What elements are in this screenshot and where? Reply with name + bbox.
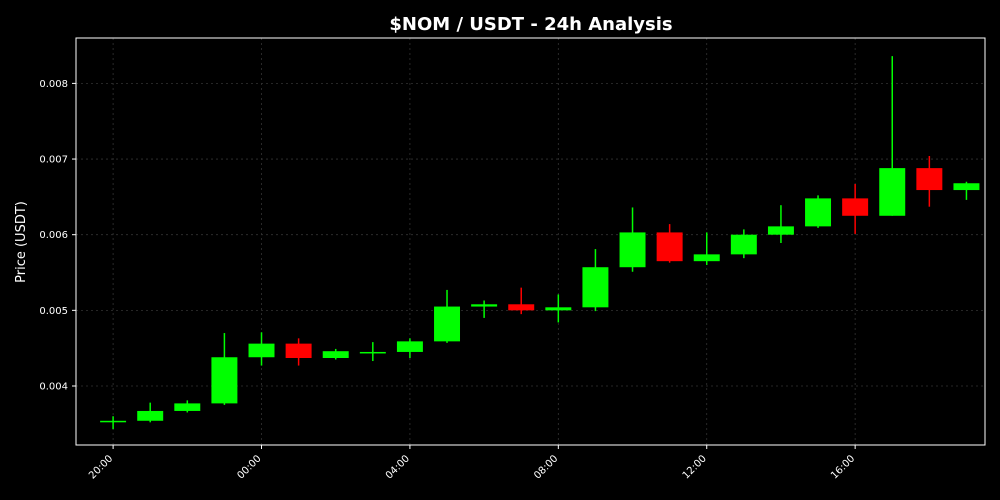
x-tick-label: 08:00: [532, 453, 560, 481]
candle-body: [211, 357, 238, 404]
candle: [916, 156, 943, 207]
candle: [805, 195, 832, 228]
candle-body: [174, 403, 201, 411]
candle-body: [434, 306, 461, 342]
y-tick-label: 0.007: [39, 155, 68, 166]
candles: [100, 56, 980, 430]
candle-body: [137, 410, 164, 421]
candle: [582, 249, 609, 312]
candle-body: [842, 198, 869, 216]
candle: [248, 332, 275, 366]
candle: [842, 184, 869, 234]
candle: [730, 229, 757, 259]
candle: [619, 207, 646, 272]
plot-frame: [75, 37, 986, 446]
candle-body: [545, 307, 572, 311]
candle: [767, 205, 794, 244]
candle-body: [730, 234, 757, 255]
y-tick-label: 0.005: [39, 306, 68, 317]
candle: [396, 338, 423, 359]
candle: [322, 348, 349, 360]
y-axis-ticks: 0.004 0.005 0.006 0.007 0.008: [39, 79, 76, 392]
x-tick-label: 04:00: [384, 453, 412, 481]
candle-body: [248, 343, 275, 358]
candle-body: [656, 232, 683, 262]
candle-body: [619, 232, 646, 268]
candle-body: [508, 304, 535, 311]
candle: [211, 333, 238, 405]
candle: [137, 402, 164, 423]
x-tick-label: 16:00: [829, 453, 857, 481]
candle-body: [916, 168, 943, 191]
candle-body: [767, 226, 794, 235]
candle: [953, 181, 980, 200]
candle-body: [285, 343, 312, 359]
candle: [100, 416, 127, 430]
candle: [471, 300, 498, 318]
candle-body: [879, 168, 906, 216]
candle-body: [396, 341, 423, 352]
x-tick-label: 12:00: [681, 453, 709, 481]
candle-body: [805, 198, 832, 227]
candle: [434, 289, 461, 343]
candle: [285, 338, 312, 366]
candle: [359, 342, 386, 362]
y-axis-label: Price (USDT): [14, 201, 29, 283]
x-tick-label: 20:00: [87, 453, 115, 481]
x-tick-label: 00:00: [235, 453, 263, 481]
y-tick-label: 0.004: [39, 381, 68, 392]
candle: [545, 294, 572, 323]
candle-body: [953, 183, 980, 191]
candle-body: [100, 420, 127, 423]
candle-body: [359, 351, 386, 354]
x-axis-ticks: 20:00 00:00 04:00 08:00 12:00 16:00: [87, 445, 857, 482]
candle-body: [471, 304, 498, 307]
candle: [693, 232, 720, 265]
y-tick-label: 0.006: [39, 230, 68, 241]
y-tick-label: 0.008: [39, 79, 68, 90]
chart-title: $NOM / USDT - 24h Analysis: [389, 14, 672, 35]
candle: [656, 224, 683, 263]
candle: [508, 287, 535, 315]
candle-body: [582, 267, 609, 308]
candle: [879, 56, 906, 216]
candle-body: [693, 254, 720, 262]
candle: [174, 400, 201, 413]
candle-body: [322, 351, 349, 359]
